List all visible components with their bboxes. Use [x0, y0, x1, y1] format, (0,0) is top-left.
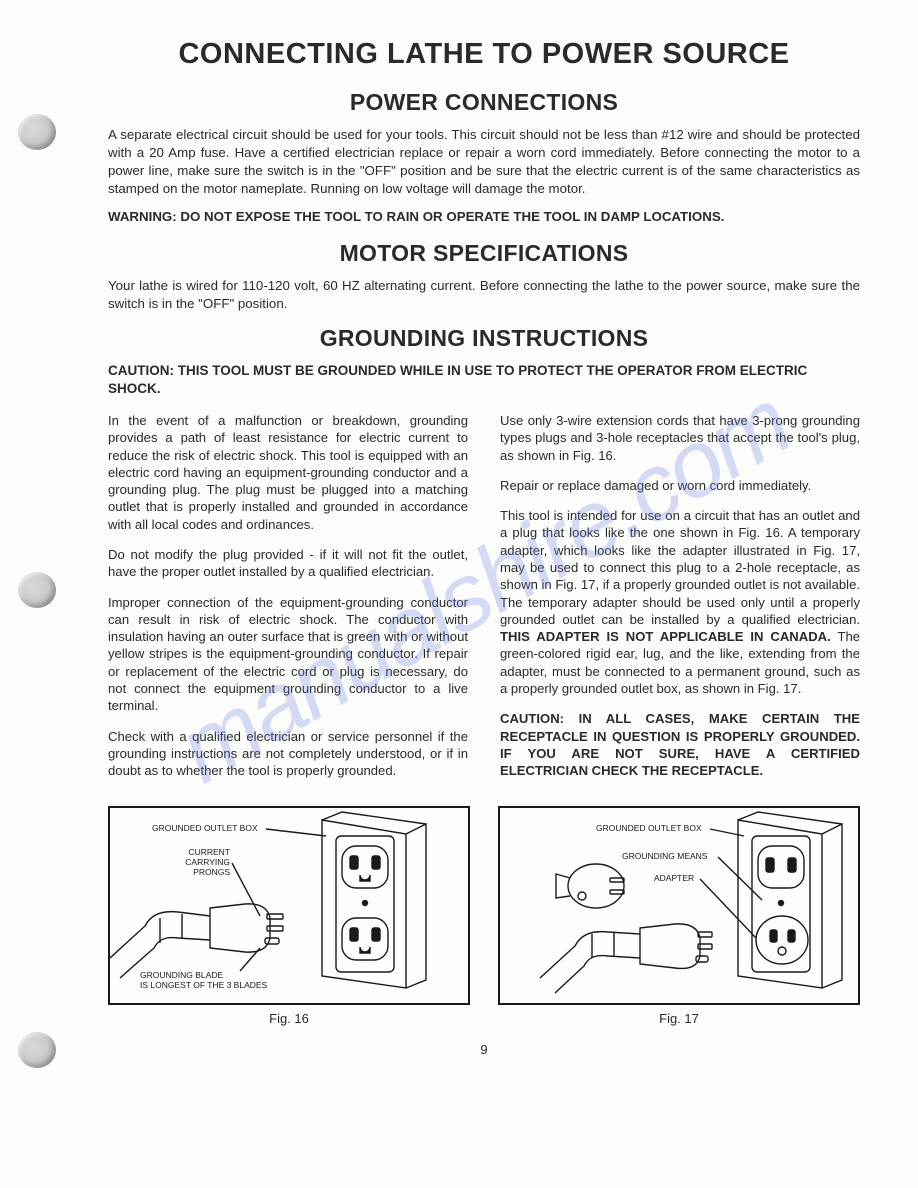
figure-frame: GROUNDED OUTLET BOX CURRENT CARRYING PRO… — [108, 806, 470, 1005]
figure-frame: GROUNDED OUTLET BOX GROUNDING MEANS ADAP… — [498, 806, 860, 1005]
body-paragraph: Use only 3-wire extension cords that hav… — [500, 412, 860, 464]
binder-hole — [18, 1032, 56, 1068]
right-column: Use only 3-wire extension cords that hav… — [500, 412, 860, 792]
power-warning: WARNING: DO NOT EXPOSE THE TOOL TO RAIN … — [108, 208, 860, 226]
figure-caption: Fig. 17 — [498, 1011, 860, 1026]
body-paragraph: In the event of a malfunction or breakdo… — [108, 412, 468, 533]
text-run-bold: THIS ADAPTER IS NOT APPLICABLE IN CANADA… — [500, 629, 831, 644]
power-paragraph: A separate electrical circuit should be … — [108, 126, 860, 198]
outlet-plug-illustration — [110, 808, 470, 1003]
grounding-caution-bottom: CAUTION: IN ALL CASES, MAKE CERTAIN THE … — [500, 710, 860, 779]
adapter-outlet-illustration — [500, 808, 860, 1003]
figure-17: GROUNDED OUTLET BOX GROUNDING MEANS ADAP… — [498, 806, 860, 1026]
section-heading-power: POWER CONNECTIONS — [108, 89, 860, 116]
body-paragraph: This tool is intended for use on a circu… — [500, 507, 860, 697]
body-paragraph: Repair or replace damaged or worn cord i… — [500, 477, 860, 494]
figures-row: GROUNDED OUTLET BOX CURRENT CARRYING PRO… — [108, 806, 860, 1026]
two-column-text: manualshire.com In the event of a malfun… — [108, 412, 860, 792]
manual-page: CONNECTING LATHE TO POWER SOURCE POWER C… — [0, 0, 918, 1188]
binder-hole — [18, 572, 56, 608]
body-paragraph: Do not modify the plug provided - if it … — [108, 546, 468, 581]
figure-caption: Fig. 16 — [108, 1011, 470, 1026]
page-title: CONNECTING LATHE TO POWER SOURCE — [108, 38, 860, 71]
grounding-caution-top: CAUTION: THIS TOOL MUST BE GROUNDED WHIL… — [108, 362, 860, 398]
binder-hole — [18, 114, 56, 150]
page-number: 9 — [108, 1042, 860, 1057]
figure-16: GROUNDED OUTLET BOX CURRENT CARRYING PRO… — [108, 806, 470, 1026]
body-paragraph: Improper connection of the equipment-gro… — [108, 594, 468, 715]
section-heading-grounding: GROUNDING INSTRUCTIONS — [108, 325, 860, 352]
section-heading-motor: MOTOR SPECIFICATIONS — [108, 240, 860, 267]
left-column: In the event of a malfunction or breakdo… — [108, 412, 468, 792]
body-paragraph: Check with a qualified electrician or se… — [108, 728, 468, 780]
text-run: This tool is intended for use on a circu… — [500, 508, 860, 627]
motor-paragraph: Your lathe is wired for 110-120 volt, 60… — [108, 277, 860, 313]
